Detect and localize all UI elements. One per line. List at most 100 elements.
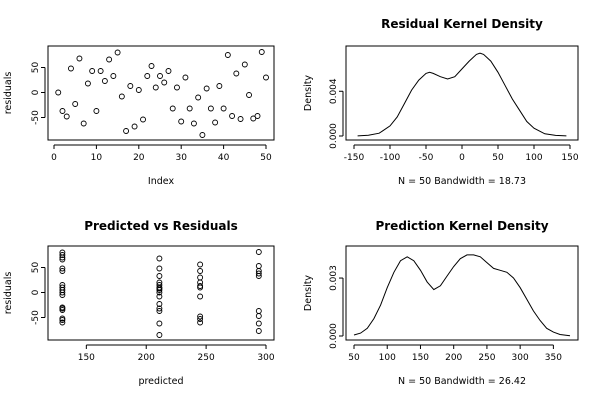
data-point bbox=[72, 101, 79, 107]
data-point bbox=[157, 73, 163, 79]
density-curve bbox=[353, 254, 571, 337]
data-point bbox=[80, 120, 87, 127]
data-point bbox=[55, 89, 62, 96]
data-point bbox=[59, 315, 66, 322]
data-point bbox=[156, 305, 163, 312]
data-point bbox=[135, 87, 142, 93]
data-point bbox=[59, 319, 66, 326]
density-curve bbox=[357, 52, 567, 137]
data-point bbox=[233, 70, 240, 77]
panel4-marks: 50 100 150 200 250 300 350 0.000 0.003 bbox=[329, 254, 571, 363]
data-point bbox=[182, 74, 189, 81]
data-point bbox=[68, 65, 74, 72]
data-point bbox=[255, 328, 262, 334]
x-tick-label: 20 bbox=[133, 153, 145, 163]
data-point bbox=[229, 113, 236, 119]
data-point bbox=[76, 55, 83, 62]
data-point bbox=[255, 270, 262, 277]
x-tick-label: 100 bbox=[379, 353, 396, 363]
panel2-xlabel: N = 50 Bandwidth = 18.73 bbox=[398, 176, 526, 187]
panel3-marks: 150 200 250 300 -50 0 50 bbox=[31, 249, 275, 363]
data-point bbox=[59, 252, 66, 258]
data-point bbox=[127, 83, 134, 89]
data-point bbox=[89, 68, 96, 74]
data-point bbox=[118, 93, 125, 100]
panel3-ylabel: residuals bbox=[3, 272, 14, 315]
data-point bbox=[156, 289, 163, 296]
data-point bbox=[161, 79, 168, 86]
x-tick-label: 250 bbox=[478, 353, 495, 363]
data-point bbox=[144, 73, 151, 79]
data-point bbox=[156, 301, 163, 307]
y-tick-label: 50 bbox=[31, 62, 41, 74]
x-tick-label: -100 bbox=[380, 153, 401, 163]
data-point bbox=[114, 49, 121, 56]
y-tick-label: 0.000 bbox=[329, 323, 339, 349]
data-point bbox=[199, 132, 206, 138]
x-tick-label: -50 bbox=[419, 153, 434, 163]
data-point bbox=[123, 128, 130, 134]
panel2-marks: -150 -100 -50 0 50 100 150 0.000 0.004 bbox=[329, 52, 579, 163]
data-point bbox=[110, 73, 117, 79]
data-point bbox=[59, 284, 66, 291]
x-tick-label: 0 bbox=[459, 153, 465, 163]
x-tick-label: 200 bbox=[445, 353, 462, 363]
data-point bbox=[220, 105, 227, 112]
data-point bbox=[197, 293, 204, 300]
panel3-xlabel: predicted bbox=[138, 376, 183, 387]
data-point bbox=[156, 255, 163, 262]
x-tick-label: 10 bbox=[91, 153, 103, 163]
data-point bbox=[186, 105, 193, 112]
panel-prediction-density: Prediction Kernel Density 50 100 150 200 250… bbox=[303, 219, 579, 387]
data-point bbox=[195, 94, 202, 101]
data-point bbox=[156, 293, 163, 300]
x-tick-label: 150 bbox=[561, 153, 578, 163]
x-tick-label: 150 bbox=[412, 353, 429, 363]
panel4-xlabel: N = 50 Bandwidth = 26.42 bbox=[398, 376, 526, 387]
y-tick-label: 0.003 bbox=[329, 265, 339, 291]
data-point bbox=[140, 116, 146, 123]
x-tick-label: 300 bbox=[257, 353, 274, 363]
data-point bbox=[152, 84, 159, 91]
data-point bbox=[156, 273, 163, 279]
data-point bbox=[59, 282, 66, 288]
data-point bbox=[255, 263, 262, 269]
data-point bbox=[93, 108, 100, 114]
data-point bbox=[165, 68, 172, 74]
x-tick-label: 150 bbox=[78, 353, 95, 363]
data-point bbox=[101, 78, 108, 84]
data-point bbox=[59, 256, 66, 263]
data-point bbox=[250, 115, 257, 122]
data-point bbox=[246, 92, 252, 98]
data-point bbox=[254, 113, 261, 119]
data-point bbox=[212, 119, 219, 126]
data-point bbox=[59, 268, 66, 274]
data-point bbox=[207, 105, 214, 112]
panel2-title: Residual Kernel Density bbox=[381, 17, 543, 31]
y-tick-label: 0.004 bbox=[329, 78, 339, 104]
data-point bbox=[255, 273, 262, 279]
data-point bbox=[197, 319, 204, 326]
data-point bbox=[84, 80, 91, 87]
x-tick-label: 0 bbox=[51, 153, 57, 163]
data-point bbox=[224, 52, 231, 58]
x-tick-label: 40 bbox=[218, 153, 230, 163]
y-tick-label: 0.000 bbox=[329, 123, 339, 149]
x-tick-label: 50 bbox=[348, 353, 360, 363]
y-tick-label: 0 bbox=[31, 289, 41, 295]
panel1-plot-frame bbox=[47, 45, 275, 141]
data-point bbox=[59, 249, 66, 256]
panel1-xlabel: Index bbox=[148, 176, 175, 187]
data-point bbox=[174, 84, 180, 91]
data-point bbox=[97, 68, 104, 74]
panel2-ylabel: Density bbox=[303, 75, 314, 111]
data-point bbox=[258, 49, 265, 55]
x-tick-label: 350 bbox=[545, 353, 562, 363]
data-point bbox=[241, 61, 248, 68]
data-point bbox=[156, 332, 163, 338]
x-tick-label: -150 bbox=[344, 153, 365, 163]
panel4-plot-frame bbox=[345, 245, 579, 341]
data-point bbox=[255, 249, 262, 255]
data-point bbox=[197, 313, 204, 320]
data-point bbox=[237, 116, 244, 122]
